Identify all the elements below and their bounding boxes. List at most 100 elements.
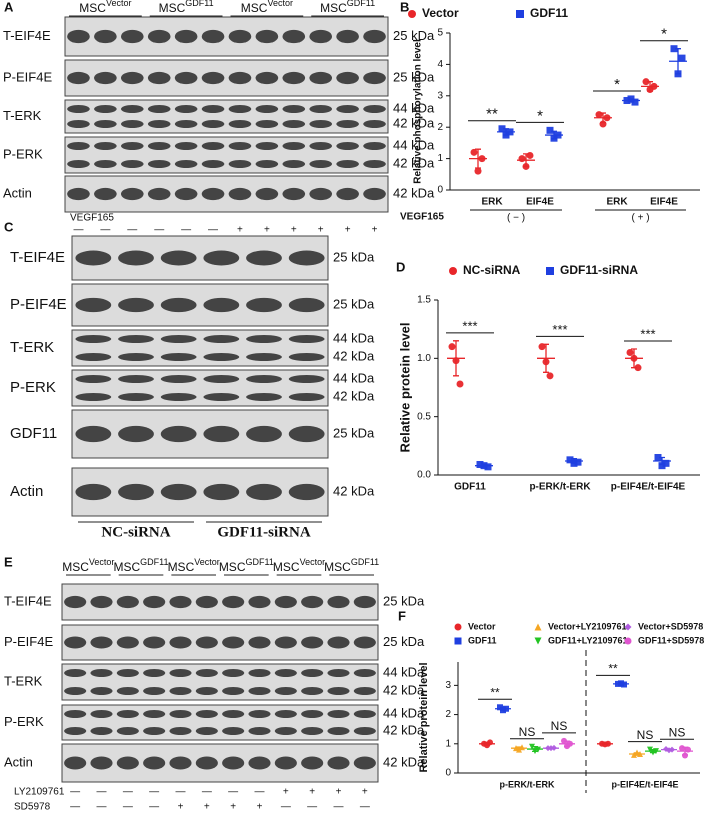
band [116, 756, 139, 770]
y-tick-label: 0 [445, 768, 451, 779]
band [195, 756, 218, 770]
band [282, 160, 306, 168]
treatment-mark: — [149, 787, 159, 798]
band [118, 375, 154, 383]
header-sup: Vector [267, 0, 293, 8]
group-label: NC-siRNA [101, 524, 170, 540]
band [160, 375, 197, 383]
band [327, 710, 350, 718]
band [282, 29, 306, 44]
band [67, 142, 90, 150]
band [118, 425, 154, 443]
band [147, 71, 171, 85]
y-axis-label: Relative protein level [397, 322, 412, 452]
band [201, 71, 225, 85]
band [64, 636, 87, 649]
y-tick-label: 3 [437, 90, 443, 101]
band [336, 120, 359, 128]
significance-label: ** [490, 685, 500, 699]
size-label: 42 kDa [333, 388, 375, 403]
blot-row [71, 409, 329, 459]
lane-header: MSCVector [241, 0, 293, 15]
band [116, 710, 139, 718]
treatment-mark: — [360, 802, 370, 813]
size-label: 44 kDa [333, 330, 375, 345]
group-label: GDF11-siRNA [217, 524, 311, 540]
band [255, 120, 279, 128]
band [301, 727, 324, 735]
treatment-mark: + [204, 802, 210, 813]
band [116, 727, 139, 735]
band [75, 425, 112, 443]
band [160, 297, 197, 313]
band [309, 160, 333, 168]
band [120, 160, 144, 168]
lane-header: MSCGDF11 [159, 0, 214, 15]
size-label: 42 kDa [383, 754, 425, 769]
band [288, 297, 325, 313]
row-label: P-ERK [4, 714, 44, 729]
y-tick-label: 1.0 [417, 353, 431, 364]
band [201, 120, 225, 128]
treatment-mark: — [208, 225, 218, 236]
band [353, 595, 376, 609]
marker [518, 155, 526, 163]
header-name: MSC [113, 560, 140, 574]
treatment-mark: — [255, 787, 265, 798]
header-name: MSC [62, 560, 89, 574]
marker [546, 267, 554, 275]
lane-header: MSCVector [273, 557, 325, 574]
band [222, 687, 245, 695]
error-bar [543, 747, 559, 750]
x-tick-label: p-ERK/t-ERK [500, 779, 555, 789]
band [248, 669, 271, 677]
size-label: 44 kDa [393, 100, 435, 115]
blot-row [71, 283, 329, 327]
significance-label: ** [608, 661, 618, 675]
error-bar [597, 742, 613, 746]
row-label: P-EIF4E [10, 296, 67, 313]
band [160, 393, 197, 401]
treatment-mark: — [334, 802, 344, 813]
band [120, 29, 144, 44]
band [67, 160, 90, 168]
treatment-mark: + [230, 802, 236, 813]
marker [526, 151, 534, 159]
row-label: P-EIF4E [4, 634, 53, 649]
band [288, 393, 325, 401]
header-name: MSC [168, 560, 195, 574]
lane-header: MSCGDF11 [324, 557, 379, 574]
header-sup: Vector [194, 557, 220, 567]
lane-header: MSCVector [62, 557, 114, 574]
band [94, 71, 117, 85]
row-label: T-EIF4E [4, 593, 52, 608]
error-bar [527, 746, 543, 753]
band [90, 636, 113, 649]
band [169, 687, 192, 695]
band [228, 71, 252, 85]
band [246, 353, 282, 361]
error-bar [497, 128, 515, 136]
header-name: MSC [324, 560, 351, 574]
marker [679, 745, 685, 752]
y-tick-label: 1 [437, 153, 443, 164]
error-bar [447, 340, 465, 377]
band [255, 29, 279, 44]
band [363, 142, 386, 150]
error-bar [479, 741, 495, 746]
band [255, 160, 279, 168]
error-bar [625, 348, 643, 369]
band [222, 727, 245, 735]
band [353, 636, 376, 649]
band [169, 669, 192, 677]
panel-letter: F [398, 608, 406, 623]
size-label: 42 kDa [393, 185, 435, 200]
band [160, 353, 197, 361]
band [363, 71, 386, 85]
header-name: MSC [79, 1, 106, 15]
size-label: 42 kDa [393, 115, 435, 130]
marker [642, 78, 650, 86]
band [67, 187, 90, 201]
band [174, 29, 198, 44]
band [248, 710, 271, 718]
